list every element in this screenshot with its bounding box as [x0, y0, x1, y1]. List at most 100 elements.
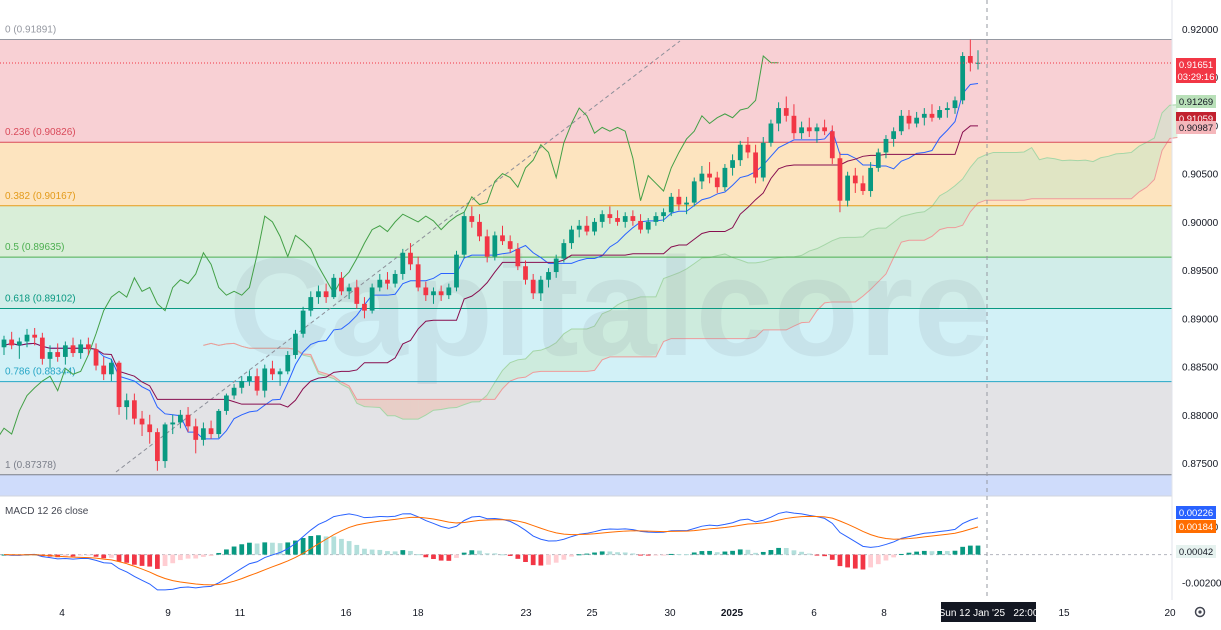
candle-body: [132, 400, 137, 419]
macd-histogram-bar: [829, 554, 835, 560]
fib-label-1: 0.236 (0.90826): [5, 127, 76, 138]
candle-body: [638, 220, 643, 230]
macd-histogram-bar: [170, 554, 176, 564]
macd-histogram-bar: [546, 554, 551, 565]
candle-body: [362, 303, 367, 311]
candle-body: [622, 216, 628, 222]
macd-histogram-bar: [454, 554, 459, 558]
candle-body: [875, 152, 881, 168]
candle-body: [24, 334, 30, 342]
candle-body: [661, 212, 666, 217]
cloud-bear-segment: [448, 399, 457, 409]
macd-histogram-bar: [676, 554, 682, 556]
fib-label-6: 1 (0.87378): [5, 460, 56, 471]
macd-histogram-bar: [85, 554, 91, 556]
cloud-bear-segment: [387, 399, 396, 416]
cloud-bear-segment: [402, 399, 411, 420]
candle-body: [431, 291, 436, 296]
macd-histogram-bar: [638, 554, 643, 556]
macd-histogram-bar: [185, 554, 191, 559]
candle-body: [561, 243, 567, 259]
macd-tick-label: -0.00200: [1182, 579, 1221, 590]
candle-body: [523, 266, 528, 280]
candle-body: [108, 362, 114, 375]
macd-histogram-bar: [860, 554, 866, 570]
candle-body: [944, 108, 950, 111]
macd-histogram-bar: [108, 554, 114, 558]
candle-body: [584, 225, 590, 232]
tenkan-line: [3, 82, 979, 440]
fib-label-2: 0.382 (0.90167): [5, 191, 76, 202]
crosshair-time-bg: [941, 602, 1036, 622]
macd-histogram-bar: [270, 542, 275, 555]
candle-body: [155, 432, 160, 462]
time-tick-label: 8: [881, 608, 887, 619]
candle-body: [308, 297, 314, 311]
settings-gear-icon[interactable]: [1194, 606, 1206, 618]
fib-label-5: 0.786 (0.88344): [5, 367, 76, 378]
macd-histogram-bar: [507, 554, 513, 556]
price-badge-text: 0.91059: [1179, 114, 1213, 125]
macd-badge-text: 0.00226: [1179, 508, 1213, 519]
macd-panel: [0, 511, 1172, 591]
candle-body: [477, 221, 482, 237]
macd-histogram-bar: [745, 549, 751, 555]
candle-body: [78, 344, 84, 354]
candle-body: [684, 202, 689, 205]
macd-histogram-bar: [254, 543, 260, 555]
candle-body: [515, 248, 521, 267]
macd-histogram-bar: [538, 554, 544, 566]
candle-body: [906, 115, 912, 124]
macd-histogram-bar: [400, 550, 406, 555]
time-tick-label: 25: [586, 608, 598, 619]
candle-body: [231, 387, 237, 396]
macd-histogram-bar: [446, 554, 452, 561]
cloud-bear-segment: [464, 399, 472, 405]
time-tick-label: 16: [340, 608, 352, 619]
macd-histogram-bar: [645, 554, 651, 556]
time-tick-label: 18: [412, 608, 424, 619]
cloud-bear-segment: [395, 399, 403, 420]
candle-body: [16, 341, 22, 346]
candle-body: [645, 221, 651, 230]
macd-histogram-bar: [845, 554, 850, 568]
macd-histogram-bar: [891, 554, 897, 558]
time-axis[interactable]: 4 9 11 16 18 23 25 30 2025 6 8 15 20: [59, 608, 1176, 619]
time-tick-label: 20: [1164, 608, 1176, 619]
macd-histogram-bar: [960, 546, 966, 555]
candle-body: [952, 100, 958, 109]
macd-histogram-bar: [753, 552, 758, 555]
candle-body: [914, 117, 920, 124]
macd-histogram-bar: [323, 536, 329, 555]
candle-body: [446, 287, 452, 296]
candle-body: [201, 428, 206, 440]
candle-body: [806, 127, 812, 132]
macd-histogram-bar: [707, 550, 712, 555]
macd-histogram-bar: [806, 553, 812, 555]
candle-body: [676, 196, 682, 205]
fib-lines: 0 (0.91891) 0.236 (0.90826) 0.382 (0.90167…: [0, 25, 1172, 476]
macd-histogram-bar: [277, 543, 283, 555]
macd-histogram-bar: [308, 536, 314, 555]
candle-body: [178, 414, 183, 423]
candle-body: [385, 279, 390, 284]
macd-histogram-bar: [93, 554, 99, 557]
macd-histogram-bar: [615, 552, 620, 555]
candle-body: [469, 216, 475, 222]
candle-body: [538, 279, 544, 294]
price-badge-bg: [1176, 70, 1216, 83]
fib-label-3: 0.5 (0.89635): [5, 242, 65, 253]
candle-body: [285, 354, 291, 372]
fib-label-4: 0.618 (0.89102): [5, 293, 76, 304]
cloud-bear-segment: [456, 399, 465, 408]
candle-body: [354, 287, 360, 304]
macd-histogram-bar: [262, 542, 268, 555]
macd-histogram-bar: [239, 544, 245, 555]
candle-body: [822, 127, 827, 132]
macd-histogram-bar: [699, 551, 705, 555]
candle-body: [32, 334, 38, 338]
span-a-line: [203, 104, 1178, 420]
candle-body: [93, 349, 99, 366]
